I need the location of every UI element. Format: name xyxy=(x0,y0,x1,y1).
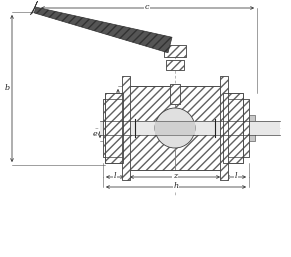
Bar xyxy=(108,115,127,141)
Bar xyxy=(122,76,130,180)
Bar xyxy=(223,115,255,141)
Text: h: h xyxy=(173,182,179,190)
Text: a: a xyxy=(120,103,124,111)
Bar xyxy=(103,99,125,157)
Bar xyxy=(155,121,195,135)
Text: c: c xyxy=(145,3,149,11)
Bar xyxy=(170,84,180,104)
Bar xyxy=(166,60,184,70)
Bar xyxy=(175,86,223,170)
Text: e: e xyxy=(93,130,97,138)
Bar xyxy=(100,121,280,135)
Text: z: z xyxy=(173,172,177,180)
Text: l: l xyxy=(235,172,237,180)
Bar xyxy=(225,99,249,157)
Bar xyxy=(220,76,228,180)
Text: b: b xyxy=(4,84,10,92)
Bar xyxy=(220,76,228,180)
Bar xyxy=(103,99,125,157)
Circle shape xyxy=(155,108,195,148)
Bar xyxy=(225,99,249,157)
Polygon shape xyxy=(34,7,172,53)
Bar xyxy=(127,86,175,170)
Bar xyxy=(164,45,186,57)
Bar xyxy=(127,86,223,170)
Bar xyxy=(105,93,123,163)
Bar xyxy=(105,93,123,163)
Bar xyxy=(122,76,130,180)
Bar xyxy=(223,93,243,163)
Text: l: l xyxy=(114,172,116,180)
Bar xyxy=(223,93,243,163)
Bar xyxy=(164,45,186,57)
Bar xyxy=(100,121,265,135)
Text: d: d xyxy=(109,127,113,135)
Bar xyxy=(170,84,180,104)
Polygon shape xyxy=(30,1,38,15)
Bar xyxy=(166,60,184,70)
